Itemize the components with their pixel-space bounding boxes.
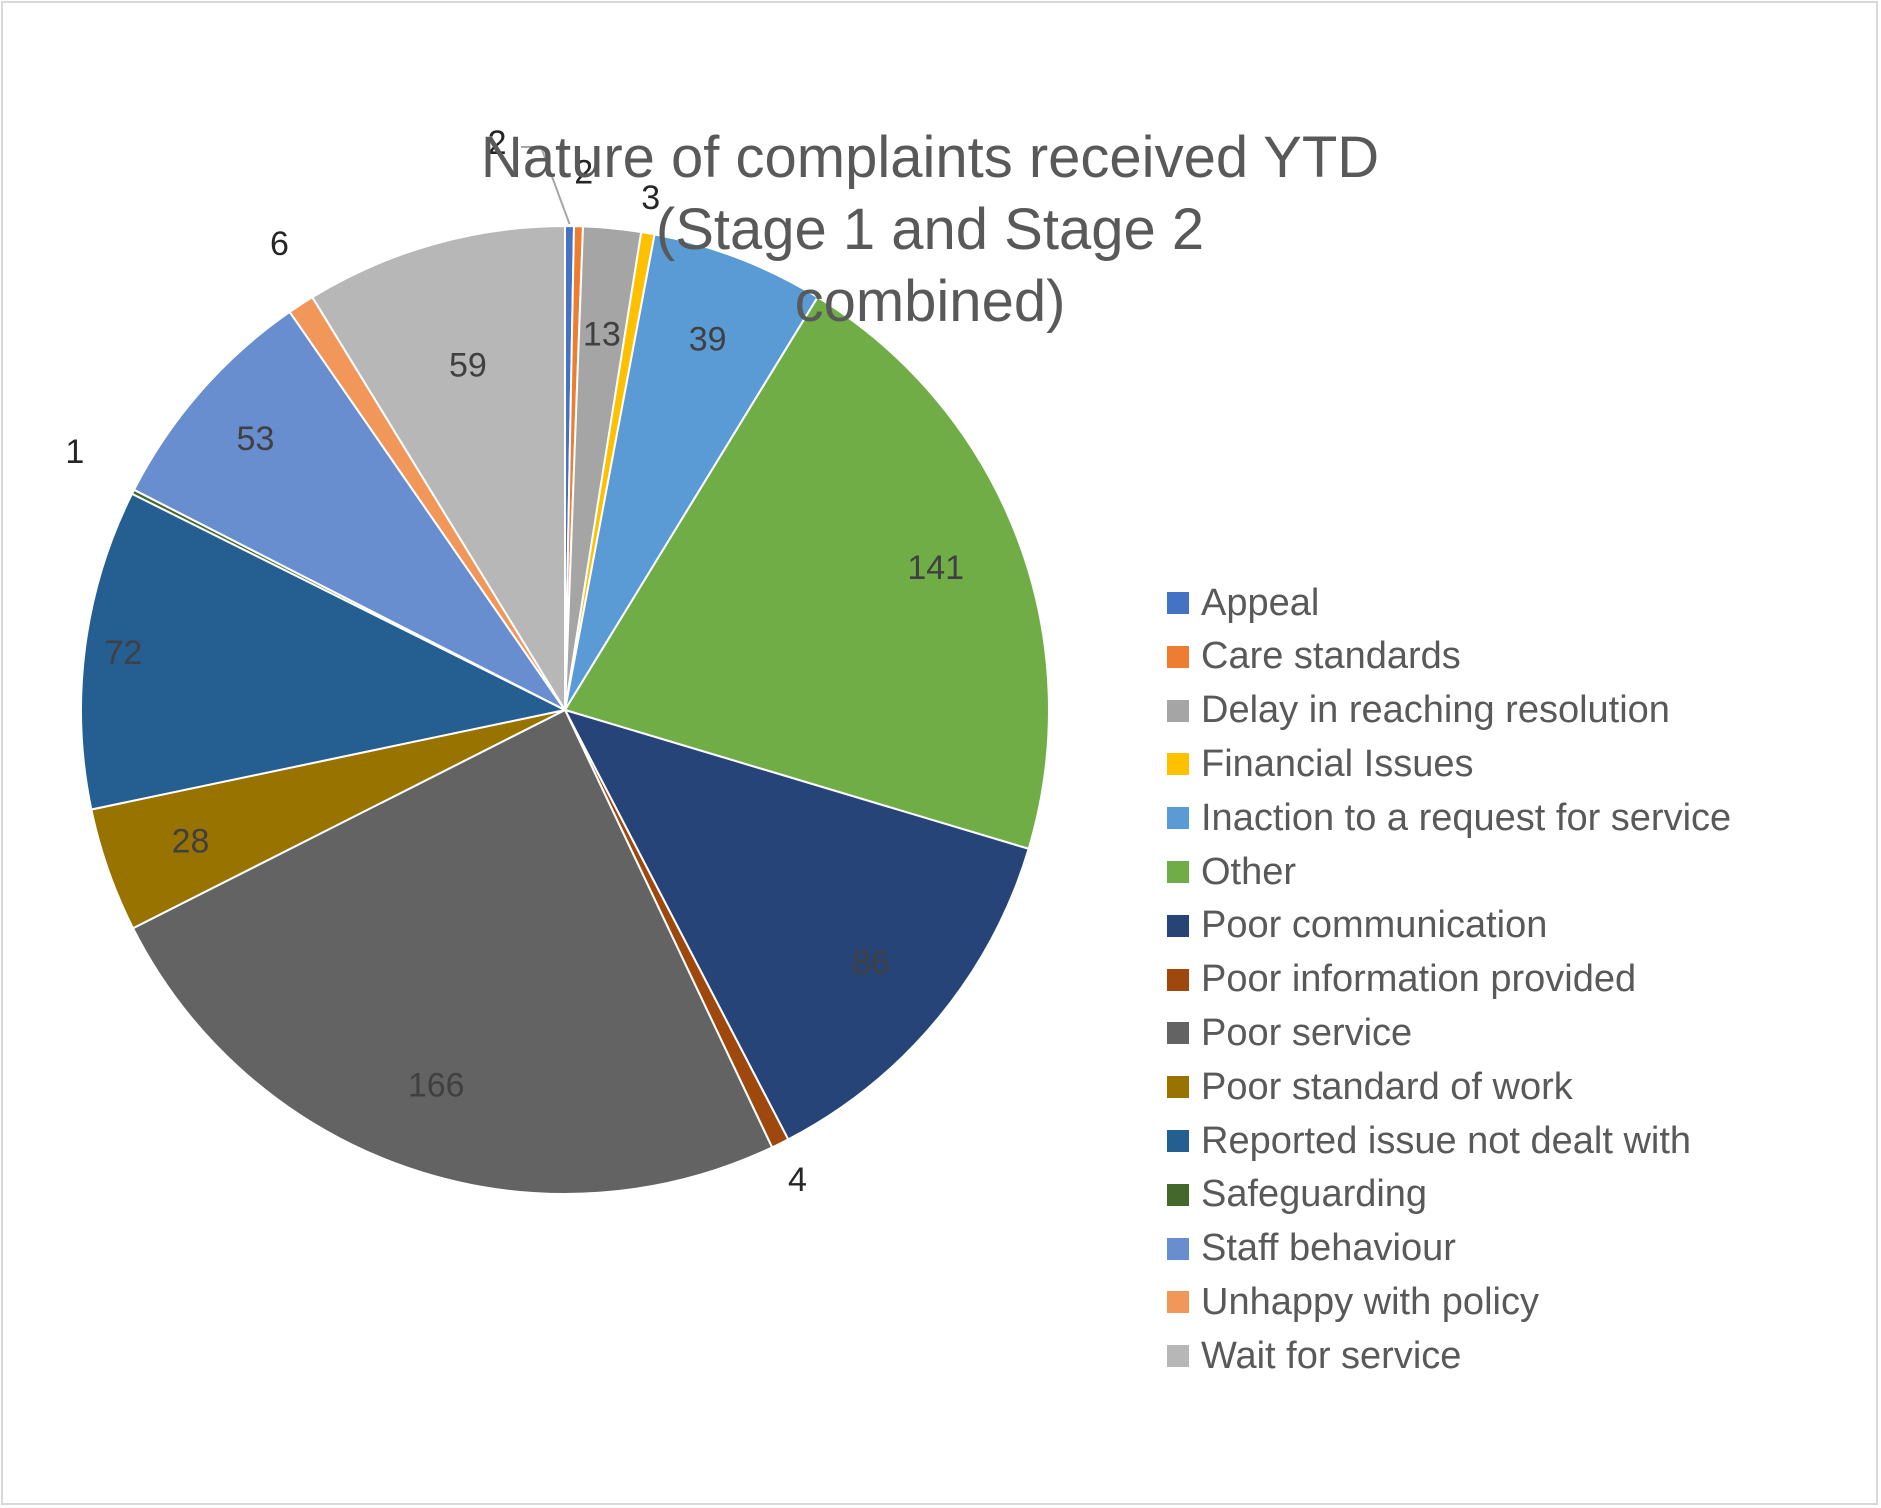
legend-item-wait-for-service: Wait for service: [1167, 1334, 1462, 1377]
legend-swatch: [1167, 753, 1189, 776]
legend-item-staff-behaviour: Staff behaviour: [1167, 1227, 1456, 1270]
pie-slice-poor-service: [131, 708, 774, 1195]
pie-slice-other: [563, 295, 1050, 851]
legend-swatch: [1167, 1130, 1189, 1152]
legend-item-appeal: Appeal: [1167, 581, 1320, 624]
legend-label: Poor standard of work: [1201, 1065, 1573, 1108]
legend-item-poor-standard-of-work: Poor standard of work: [1167, 1065, 1573, 1108]
legend-item-poor-communication: Poor communication: [1167, 904, 1548, 947]
data-label-unhappy-with-policy: 6: [270, 225, 289, 263]
legend-label: Inaction to a request for service: [1201, 796, 1732, 839]
legend-item-reported-issue-not-dealt-with: Reported issue not dealt with: [1167, 1119, 1692, 1162]
legend-swatch: [1167, 1183, 1189, 1206]
legend-label: Staff behaviour: [1201, 1227, 1456, 1270]
legend-swatch: [1167, 1237, 1189, 1260]
legend-swatch: [1167, 1076, 1189, 1099]
legend-label: Delay in reaching resolution: [1201, 689, 1670, 732]
legend-label: Wait for service: [1201, 1334, 1462, 1377]
legend-swatch: [1167, 1022, 1189, 1045]
data-label-safeguarding: 1: [65, 433, 84, 471]
legend-label: Other: [1201, 850, 1297, 893]
data-label-inaction-to-a-request-for-service: 39: [689, 321, 727, 359]
legend-label: Appeal: [1201, 581, 1320, 624]
pie-slice-inaction-to-a-request-for-service: [564, 233, 820, 711]
data-label-poor-information-provided: 4: [788, 1161, 807, 1199]
pie-slice-wait-for-service: [310, 224, 566, 714]
legend-label: Poor service: [1201, 1011, 1413, 1054]
leader-line-appeal: [521, 145, 571, 225]
legend-swatch: [1167, 807, 1189, 830]
data-label-staff-behaviour: 53: [237, 420, 275, 458]
legend-item-unhappy-with-policy: Unhappy with policy: [1167, 1280, 1539, 1323]
legend-item-financial-issues: Financial Issues: [1167, 742, 1474, 785]
pie-slice-poor-communication: [563, 708, 1030, 1141]
legend-item-poor-service: Poor service: [1167, 1011, 1413, 1054]
legend-label: Poor information provided: [1201, 958, 1637, 1001]
legend-label: Poor communication: [1201, 904, 1548, 947]
data-label-poor-communication: 86: [852, 944, 890, 982]
pie-slice-staff-behaviour: [132, 310, 566, 711]
legend-swatch: [1167, 914, 1189, 937]
data-label-poor-service: 166: [408, 1066, 465, 1104]
legend-label: Unhappy with policy: [1201, 1280, 1539, 1323]
legend-label: Financial Issues: [1201, 742, 1474, 785]
data-label-poor-standard-of-work: 28: [172, 822, 210, 860]
data-label-other: 141: [907, 549, 964, 587]
data-label-care-standards: 2: [574, 154, 593, 192]
legend-swatch: [1167, 1291, 1189, 1314]
legend-swatch: [1167, 645, 1189, 668]
legend-item-other: Other: [1167, 850, 1297, 893]
data-label-appeal: 2: [488, 124, 507, 162]
legend-item-delay-in-reaching-resolution: Delay in reaching resolution: [1167, 689, 1670, 732]
legend-swatch: [1167, 968, 1189, 991]
legend-swatch: [1167, 1345, 1189, 1368]
legend-label: Care standards: [1201, 635, 1461, 678]
data-label-reported-issue-not-dealt-with: 72: [104, 634, 142, 672]
legend-swatch: [1167, 699, 1189, 722]
legend-item-safeguarding: Safeguarding: [1167, 1173, 1428, 1216]
chart-title: Nature of complaints received YTD (Stage…: [480, 125, 1380, 334]
legend-item-inaction-to-a-request-for-service: Inaction to a request for service: [1167, 796, 1732, 839]
legend-label: Safeguarding: [1201, 1173, 1428, 1216]
legend-swatch: [1167, 861, 1189, 883]
data-label-delay-in-reaching-resolution: 13: [583, 315, 621, 353]
legend-item-poor-information-provided: Poor information provided: [1167, 958, 1637, 1001]
data-label-wait-for-service: 59: [449, 346, 487, 384]
legend-item-care-standards: Care standards: [1167, 635, 1461, 678]
legend-label: Reported issue not dealt with: [1201, 1119, 1692, 1162]
data-label-financial-issues: 3: [641, 179, 660, 217]
legend-swatch: [1167, 592, 1189, 614]
pie-slice-reported-issue-not-dealt-with: [80, 492, 569, 811]
